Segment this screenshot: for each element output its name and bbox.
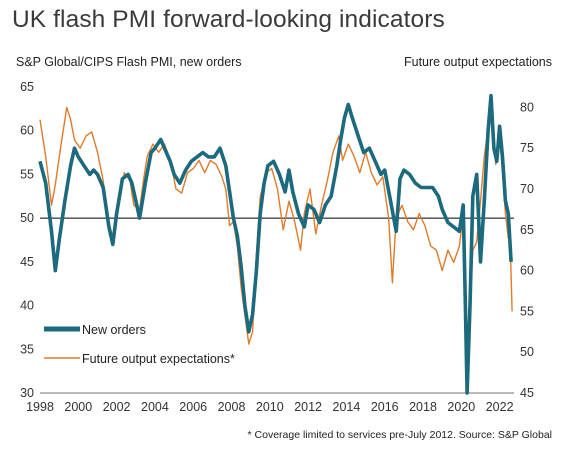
lines-layer [38,93,513,395]
left-tick-label: 40 [20,299,34,313]
right-tick-label: 65 [520,223,534,237]
left-tick-label: 50 [20,211,34,225]
right-tick-label: 80 [520,100,534,114]
x-tick-label: 2020 [447,400,475,414]
legend-label-future-output: Future output expectations* [82,352,235,366]
legend: New orders Future output expectations* [44,323,235,366]
right-tick-label: 70 [520,182,534,196]
right-tick-label: 55 [520,304,534,318]
left-tick-label: 45 [20,255,34,269]
x-tick-label: 1998 [26,400,54,414]
x-tick-label: 2022 [486,400,514,414]
x-tick-label: 2000 [64,400,92,414]
axes-layer: 30 35 40 45 50 55 60 65 45 50 55 60 65 70 75 80 1998 2000… [20,80,534,414]
left-tick-label: 60 [20,124,34,138]
x-tick-label: 2014 [333,400,361,414]
left-tick-label: 30 [20,386,34,400]
x-tick-label: 2006 [179,400,207,414]
left-tick-label: 65 [20,80,34,94]
chart-title: UK flash PMI forward-looking indicators [12,6,445,33]
right-tick-label: 45 [520,386,534,400]
x-tick-label: 2004 [141,400,169,414]
series-line-new-orders [38,93,513,395]
x-tick-label: 2002 [103,400,131,414]
right-tick-label: 50 [520,345,534,359]
legend-label-new-orders: New orders [82,323,146,337]
x-tick-label: 2010 [256,400,284,414]
right-tick-label: 60 [520,264,534,278]
left-axis-label: S&P Global/CIPS Flash PMI, new orders [16,55,242,69]
left-tick-label: 35 [20,342,34,356]
series-line-future-output [39,106,513,357]
right-tick-label: 75 [520,141,534,155]
footnote: * Coverage limited to services pre-July … [247,429,552,441]
left-tick-label: 55 [20,167,34,181]
x-tick-label: 2012 [294,400,322,414]
x-tick-label: 2018 [409,400,437,414]
x-tick-label: 2016 [371,400,399,414]
x-tick-label: 2008 [218,400,246,414]
right-axis-label: Future output expectations [403,55,552,69]
